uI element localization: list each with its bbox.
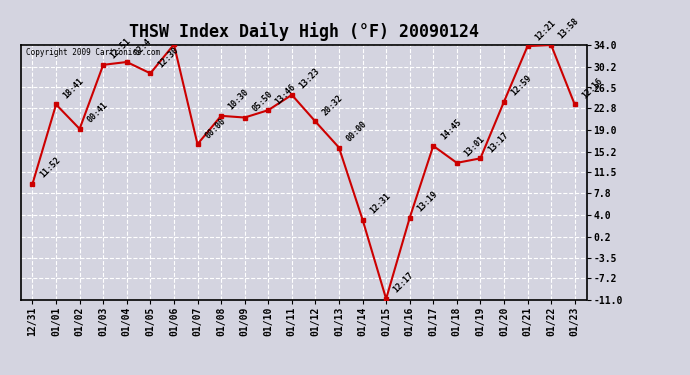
Text: 12:21: 12:21 — [533, 18, 557, 42]
Text: 12:16: 12:16 — [580, 76, 604, 100]
Text: 12:31: 12:31 — [368, 191, 392, 215]
Text: 13:23: 13:23 — [297, 67, 322, 91]
Text: 12:59: 12:59 — [509, 74, 533, 98]
Text: 00:00: 00:00 — [203, 116, 227, 140]
Text: 20:32: 20:32 — [321, 93, 345, 117]
Text: 18:41: 18:41 — [61, 76, 86, 100]
Text: Copyright 2009 Cartronics.com: Copyright 2009 Cartronics.com — [26, 48, 161, 57]
Text: 14:45: 14:45 — [439, 118, 463, 142]
Text: 10:07: 10:07 — [0, 374, 1, 375]
Text: 00:41: 00:41 — [85, 100, 109, 125]
Text: 13:01: 13:01 — [462, 135, 486, 159]
Text: 12:17: 12:17 — [392, 271, 415, 295]
Text: 13:17: 13:17 — [486, 130, 510, 154]
Text: 11:52: 11:52 — [38, 156, 62, 180]
Text: 00:00: 00:00 — [344, 119, 368, 143]
Text: 02:4: 02:4 — [132, 38, 153, 58]
Title: THSW Index Daily High (°F) 20090124: THSW Index Daily High (°F) 20090124 — [128, 22, 479, 40]
Text: 12:51: 12:51 — [109, 37, 132, 61]
Text: 05:50: 05:50 — [250, 89, 274, 113]
Text: 10:30: 10:30 — [226, 88, 250, 112]
Text: 13:19: 13:19 — [415, 190, 440, 214]
Text: 13:58: 13:58 — [557, 17, 581, 41]
Text: 12:30: 12:30 — [156, 45, 180, 69]
Text: 13:46: 13:46 — [274, 82, 298, 106]
